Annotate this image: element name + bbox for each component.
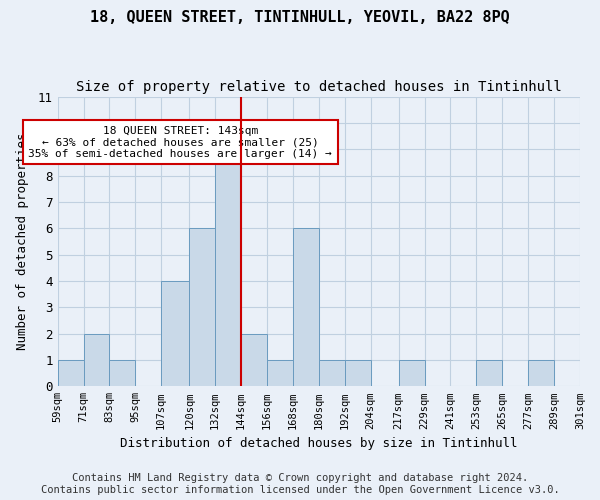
- Text: 18 QUEEN STREET: 143sqm
← 63% of detached houses are smaller (25)
35% of semi-de: 18 QUEEN STREET: 143sqm ← 63% of detache…: [28, 126, 332, 158]
- Bar: [241, 334, 267, 386]
- Bar: [58, 360, 83, 386]
- Bar: [83, 334, 109, 386]
- Bar: [528, 360, 554, 386]
- Text: 18, QUEEN STREET, TINTINHULL, YEOVIL, BA22 8PQ: 18, QUEEN STREET, TINTINHULL, YEOVIL, BA…: [90, 10, 510, 25]
- Title: Size of property relative to detached houses in Tintinhull: Size of property relative to detached ho…: [76, 80, 562, 94]
- Text: Contains HM Land Registry data © Crown copyright and database right 2024.
Contai: Contains HM Land Registry data © Crown c…: [41, 474, 559, 495]
- Bar: [345, 360, 371, 386]
- X-axis label: Distribution of detached houses by size in Tintinhull: Distribution of detached houses by size …: [120, 437, 518, 450]
- Bar: [319, 360, 345, 386]
- Bar: [398, 360, 425, 386]
- Bar: [476, 360, 502, 386]
- Bar: [215, 149, 241, 386]
- Bar: [161, 281, 189, 386]
- Y-axis label: Number of detached properties: Number of detached properties: [16, 132, 29, 350]
- Bar: [293, 228, 319, 386]
- Bar: [109, 360, 136, 386]
- Bar: [267, 360, 293, 386]
- Bar: [189, 228, 215, 386]
